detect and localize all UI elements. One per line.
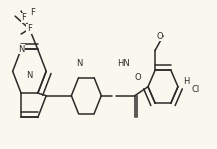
Text: N: N [76, 59, 83, 68]
Text: HN: HN [117, 59, 130, 68]
Text: O: O [134, 73, 141, 82]
Text: F: F [30, 8, 35, 17]
Text: O: O [156, 32, 163, 41]
Text: N: N [26, 72, 32, 80]
Text: F: F [27, 24, 31, 33]
Text: F: F [21, 13, 26, 22]
Text: N: N [18, 45, 25, 54]
Text: Cl: Cl [192, 85, 200, 94]
Text: H: H [183, 77, 190, 86]
